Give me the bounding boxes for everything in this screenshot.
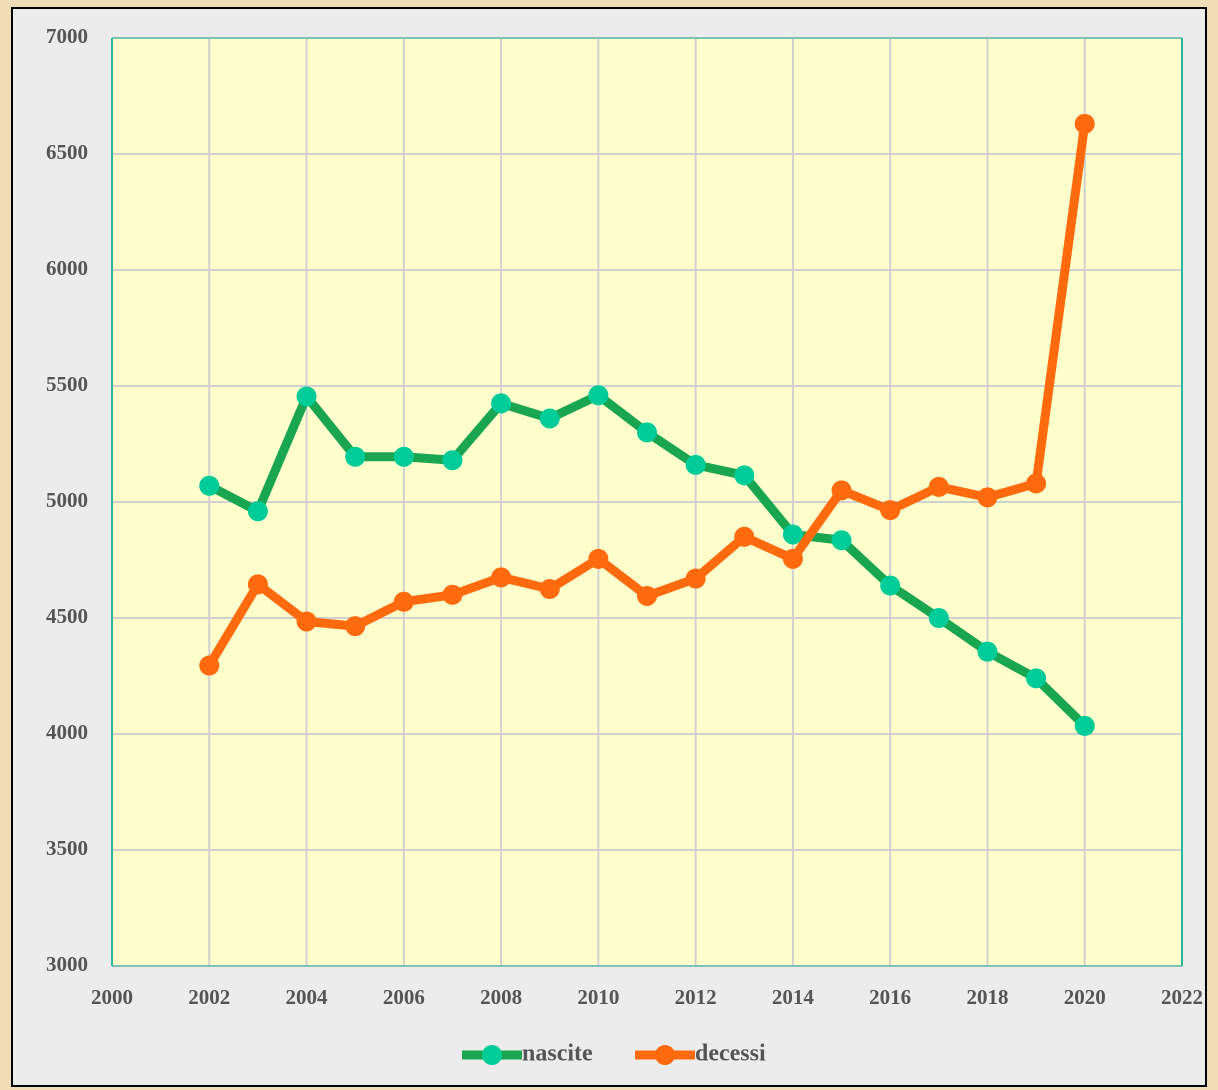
x-tick-label: 2004 bbox=[286, 985, 329, 1009]
y-tick-label: 3000 bbox=[46, 952, 88, 976]
marker bbox=[880, 500, 901, 521]
marker bbox=[782, 524, 803, 545]
marker bbox=[345, 616, 366, 637]
marker bbox=[880, 575, 901, 596]
marker bbox=[393, 446, 414, 467]
marker bbox=[247, 574, 268, 595]
legend-label: nascite bbox=[522, 1041, 593, 1067]
marker bbox=[928, 476, 949, 497]
marker bbox=[199, 475, 220, 496]
marker bbox=[296, 611, 317, 632]
marker bbox=[393, 591, 414, 612]
marker bbox=[685, 454, 706, 475]
x-tick-label: 2008 bbox=[480, 985, 522, 1009]
y-tick-label: 5500 bbox=[46, 372, 88, 396]
x-tick-label: 2020 bbox=[1064, 985, 1106, 1009]
marker bbox=[539, 408, 560, 429]
legend-marker bbox=[482, 1045, 502, 1065]
x-tick-label: 2002 bbox=[188, 985, 230, 1009]
marker bbox=[345, 446, 366, 467]
marker bbox=[928, 608, 949, 628]
legend-marker bbox=[655, 1045, 675, 1065]
marker bbox=[831, 480, 852, 501]
marker bbox=[588, 548, 609, 569]
x-tick-label: 2014 bbox=[772, 985, 815, 1009]
y-tick-label: 7000 bbox=[46, 24, 88, 48]
marker bbox=[637, 422, 657, 443]
y-tick-label: 5000 bbox=[46, 488, 88, 512]
marker bbox=[977, 641, 998, 662]
x-tick-label: 2022 bbox=[1161, 985, 1203, 1009]
x-tick-label: 2006 bbox=[383, 985, 425, 1009]
marker bbox=[734, 465, 755, 486]
marker bbox=[491, 567, 512, 588]
marker bbox=[782, 548, 803, 569]
y-tick-label: 3500 bbox=[46, 836, 88, 860]
x-tick-label: 2000 bbox=[91, 985, 133, 1009]
marker bbox=[296, 386, 317, 407]
y-tick-label: 4000 bbox=[46, 720, 88, 744]
marker bbox=[734, 526, 755, 547]
marker bbox=[1074, 715, 1095, 736]
marker bbox=[491, 393, 512, 414]
x-tick-label: 2012 bbox=[675, 985, 717, 1009]
marker bbox=[637, 585, 657, 606]
marker bbox=[1026, 473, 1047, 494]
marker bbox=[685, 568, 706, 589]
marker bbox=[1074, 113, 1095, 134]
y-tick-label: 6000 bbox=[46, 256, 88, 280]
y-tick-label: 6500 bbox=[46, 140, 88, 164]
x-tick-label: 2018 bbox=[966, 985, 1008, 1009]
marker bbox=[199, 655, 220, 676]
marker bbox=[442, 584, 463, 605]
y-tick-label: 4500 bbox=[46, 604, 88, 628]
marker bbox=[442, 450, 463, 471]
marker bbox=[247, 501, 268, 522]
legend-label: decessi bbox=[695, 1041, 766, 1067]
marker bbox=[977, 487, 998, 508]
x-tick-label: 2010 bbox=[577, 985, 619, 1009]
marker bbox=[588, 385, 609, 406]
marker bbox=[831, 530, 852, 551]
x-tick-label: 2016 bbox=[869, 985, 911, 1009]
marker bbox=[539, 579, 560, 599]
marker bbox=[1026, 668, 1047, 689]
